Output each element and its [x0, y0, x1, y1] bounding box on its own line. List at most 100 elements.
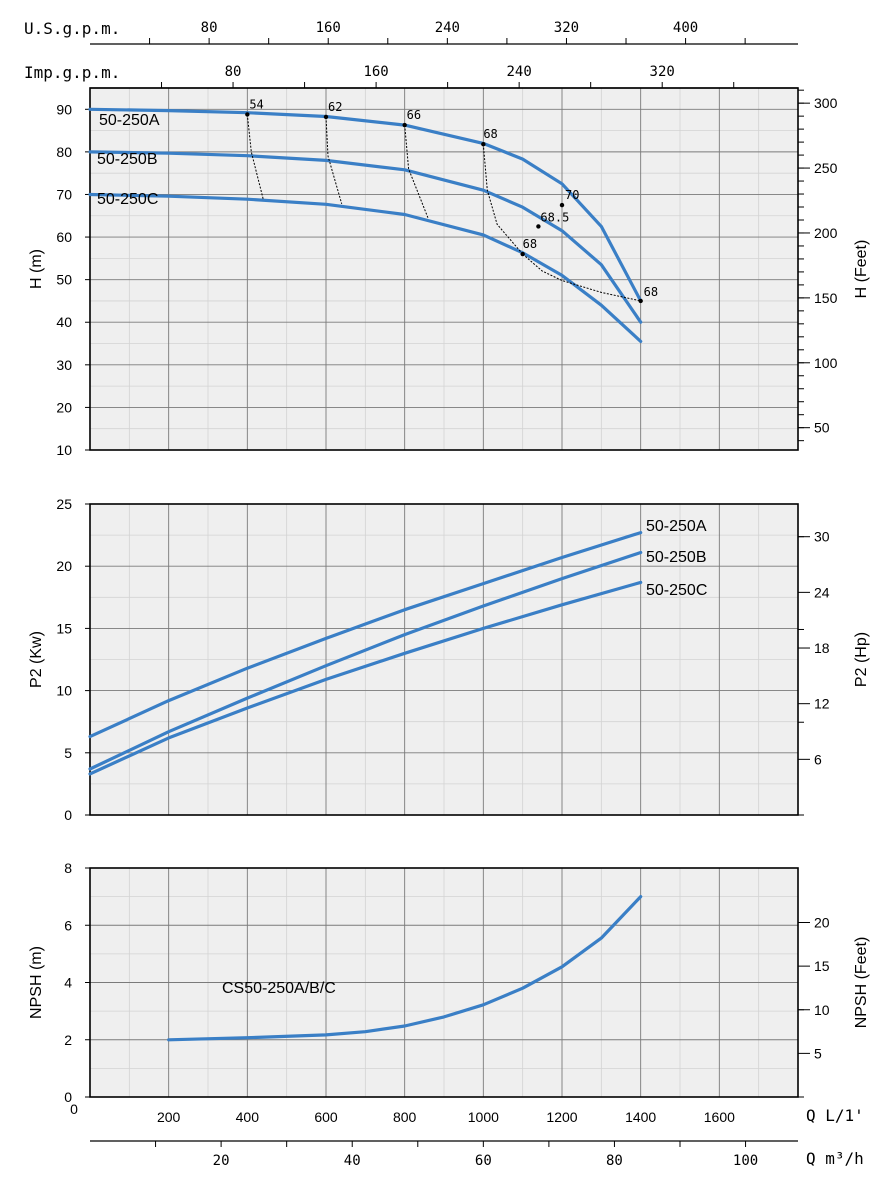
bottom-axis-lmin: 200 400 600 800 1000 1200 1400 1600 0 Q L/1': [70, 1101, 864, 1125]
top-axis-tick-label: 160: [316, 20, 341, 36]
head-panel: 10 20 30 40 50 60 70 80 90 50 100 150 200 250 300 H (m)…: [28, 87, 870, 458]
top-axis-tick-label: 240: [435, 20, 460, 36]
power-y2-tick-label: 24: [814, 584, 830, 600]
npsh-y-tick-label: 6: [64, 917, 72, 933]
power-series-label: 50-250C: [646, 582, 707, 599]
head-y-tick-label: 40: [56, 314, 72, 330]
head-series-label: 50-250B: [97, 151, 158, 168]
power-frame: [89, 503, 799, 816]
x-tick-label: 1400: [625, 1109, 656, 1125]
top-axis-2: 80 160 240 320 Imp.g.p.m.: [24, 63, 798, 89]
efficiency-label: 62: [328, 100, 342, 114]
power-series-label: 50-250B: [646, 549, 707, 566]
bottom-axis-tick-label: 20: [213, 1153, 230, 1169]
npsh-y2-tick-label: 15: [814, 958, 830, 974]
npsh-ylabel: NPSH (m): [28, 946, 45, 1019]
npsh-series-CS50-250A/B/C: [167, 895, 643, 1042]
bottom-axis-label: Q m³/h: [806, 1149, 864, 1168]
efficiency-point: [481, 142, 486, 147]
efficiency-line: [325, 116, 343, 204]
top-axis-1: 80 160 240 320 400 U.S.g.p.m.: [24, 19, 798, 45]
x-tick-label: 1200: [546, 1109, 577, 1125]
x-origin-label: 0: [70, 1101, 78, 1117]
top-axis-tick-label: 80: [201, 20, 218, 36]
efficiency-point: [638, 298, 643, 304]
x-tick-label: 800: [393, 1109, 417, 1125]
head-y-tick-label: 50: [56, 272, 72, 288]
npsh-panel: 0 2 4 6 8 5 10 15 20 NPSH (m) NPSH (Feet) CS50-250A…: [28, 860, 870, 1105]
x-tick-label: 200: [157, 1109, 181, 1125]
efficiency-label: 68: [483, 127, 497, 141]
power-y2-tick-label: 30: [814, 529, 830, 545]
efficiency-line: [482, 144, 524, 255]
x-tick-label: 600: [314, 1109, 338, 1125]
head-y2-tick-label: 150: [814, 290, 838, 306]
top-axis-tick-label: 240: [507, 64, 532, 80]
head-y2-tick-label: 300: [814, 95, 838, 111]
npsh-series-label: CS50-250A/B/C: [222, 980, 336, 997]
head-y-tick-label: 60: [56, 229, 72, 245]
efficiency-label: 70: [565, 188, 579, 202]
npsh-y2-tick-label: 10: [814, 1002, 830, 1018]
x-axis-label: Q L/1': [806, 1106, 864, 1125]
x-tick-label: 400: [236, 1109, 260, 1125]
power-y-tick-label: 15: [56, 620, 72, 636]
npsh-y2-tick-label: 5: [814, 1045, 822, 1061]
head-series-label: 50-250A: [99, 112, 160, 129]
x-tick-label: 1000: [468, 1109, 499, 1125]
bottom-axis-m3h: 20 40 60 80 100 Q m³/h: [90, 1140, 864, 1169]
power-series-50-250C: [88, 580, 643, 776]
top-axis-tick-label: 320: [554, 20, 579, 36]
power-y2-tick-label: 6: [814, 751, 822, 767]
power-series-label: 50-250A: [646, 518, 707, 535]
top-axis-tick-label: 320: [650, 64, 675, 80]
head-y-tick-label: 70: [56, 186, 72, 202]
head-ylabel: H (m): [28, 249, 45, 289]
efficiency-label: 68: [523, 237, 537, 251]
power-y-tick-label: 20: [56, 558, 72, 574]
bottom-axis-tick-label: 40: [344, 1153, 361, 1169]
head-y-tick-label: 10: [56, 442, 72, 458]
efficiency-point: [323, 114, 329, 120]
top-axis-tick-label: 400: [673, 20, 698, 36]
efficiency-point: [520, 251, 525, 257]
efficiency-point: [536, 224, 541, 229]
head-y-tick-label: 30: [56, 357, 72, 373]
power-y-tick-label: 5: [64, 745, 72, 761]
power-y-tick-label: 10: [56, 683, 72, 699]
top-axis-label: U.S.g.p.m.: [24, 19, 120, 38]
head-series-50-250B: [88, 150, 643, 324]
power-panel: 0 5 10 15 20 25 6 12 18 24 30 P2 (Kw) P2 (Hp) 50-250A…: [28, 496, 870, 823]
npsh-y-tick-label: 2: [64, 1032, 72, 1048]
head-ylabel-right: H (Feet): [853, 240, 870, 299]
x-tick-label: 1600: [704, 1109, 735, 1125]
head-y2-tick-label: 200: [814, 225, 838, 241]
top-axis-tick-label: 160: [363, 64, 388, 80]
top-axis-label: Imp.g.p.m.: [24, 63, 120, 82]
head-y-tick-label: 20: [56, 399, 72, 415]
efficiency-label: 54: [249, 97, 263, 111]
efficiency-point: [559, 202, 565, 208]
bottom-axis-tick-label: 60: [475, 1153, 492, 1169]
head-y2-tick-label: 50: [814, 420, 830, 436]
head-y-tick-label: 80: [56, 144, 72, 160]
power-y2-tick-label: 18: [814, 640, 830, 656]
efficiency-point: [402, 122, 407, 128]
npsh-ylabel-right: NPSH (Feet): [853, 937, 870, 1029]
power-y-tick-label: 0: [64, 807, 72, 823]
head-series-50-250C: [88, 192, 643, 343]
efficiency-point: [245, 112, 250, 117]
power-y-tick-label: 25: [56, 496, 72, 512]
power-y2-tick-label: 12: [814, 696, 830, 712]
head-y-tick-label: 90: [56, 101, 72, 117]
efficiency-line: [404, 125, 429, 219]
npsh-y-tick-label: 0: [64, 1089, 72, 1105]
top-axis-tick-label: 80: [225, 64, 242, 80]
bottom-axis-tick-label: 80: [606, 1153, 623, 1169]
efficiency-label: 68: [644, 285, 658, 299]
head-series-50-250A: [88, 107, 643, 303]
power-series-50-250A: [88, 531, 643, 739]
head-y2-tick-label: 100: [814, 355, 838, 371]
